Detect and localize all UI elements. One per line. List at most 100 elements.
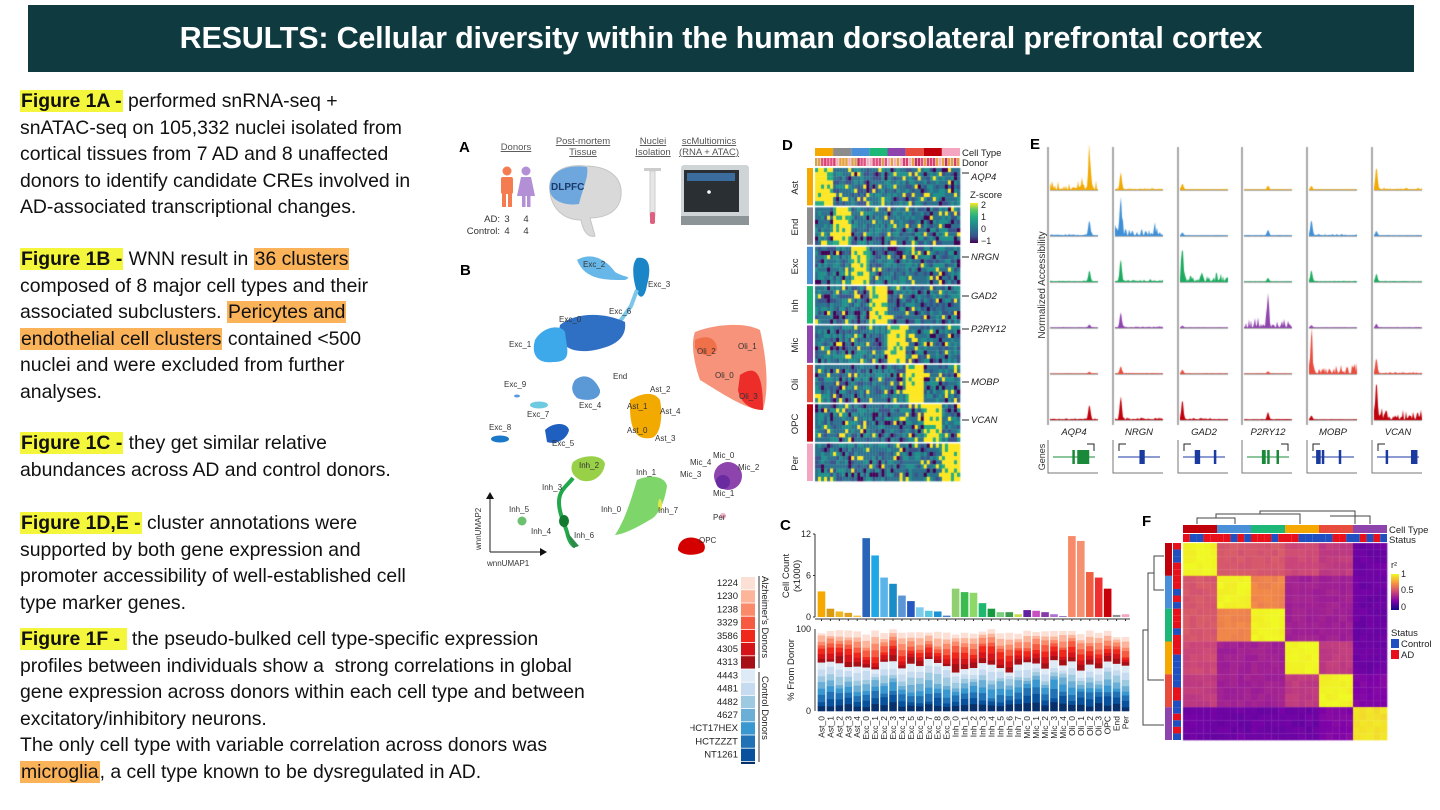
donor-segment: [1094, 638, 1103, 644]
donor-segment: [969, 679, 978, 683]
donor-segment: [853, 701, 862, 707]
cluster-label: Oli_2: [697, 347, 716, 356]
donor-segment: [1005, 685, 1014, 691]
bar-Inh_4: [987, 608, 996, 617]
donor-segment: [933, 705, 942, 712]
donor-segment: [871, 673, 879, 678]
donor-segment: [1005, 661, 1014, 668]
cluster-label: Oli_0: [715, 371, 734, 380]
donor-segment: [1094, 680, 1103, 685]
donor-segment: [969, 643, 978, 650]
donor-segment: [916, 671, 924, 679]
panel-letter: B: [460, 262, 471, 279]
x-tick-label: Inh_2: [969, 716, 979, 738]
donor-segment: [907, 641, 915, 647]
x-tick-label: Mic_4: [1058, 716, 1068, 739]
figure-1f-text: Figure 1F - the pseudo-bulked cell type-…: [20, 626, 585, 785]
text-line: cortical tissues from 7 AD and 8 unaffec…: [20, 141, 410, 168]
text-segment: they get similar relative: [123, 432, 327, 454]
donor-segment: [871, 663, 879, 668]
donor-segment: [933, 662, 942, 667]
donor-segment: [907, 657, 915, 665]
donor-segment: [862, 691, 870, 696]
x-tick-label: Exc_3: [888, 716, 898, 740]
donor-segment: [835, 676, 844, 686]
donor-segment: [1059, 656, 1067, 661]
text-line: Figure 1B - WNN result in 36 clusters: [20, 246, 368, 273]
cluster-label: Ast_1: [627, 402, 648, 411]
donor-segment: [942, 649, 951, 656]
donor-bar: [899, 158, 903, 166]
donor-segment: [835, 663, 844, 670]
donor-segment: [844, 704, 853, 712]
donor-bar: [932, 158, 936, 166]
donor-segment: [1014, 664, 1023, 671]
donor-segment: [898, 674, 906, 682]
donor-segment: [835, 693, 844, 700]
donor-segment: [1050, 643, 1058, 647]
bar-Mic_1: [1032, 610, 1040, 617]
donor-segment: [978, 637, 987, 644]
donor-segment: [1085, 706, 1094, 712]
donor-bar: [860, 158, 863, 166]
donor-segment: [969, 633, 978, 639]
donor-segment: [1014, 633, 1023, 640]
text-line: analyses.: [20, 379, 368, 406]
donor-segment: [1085, 699, 1094, 707]
donor-segment: [1023, 688, 1031, 697]
donor-segment: [1032, 687, 1040, 695]
donor-segment: [853, 657, 862, 663]
cluster-exc-3: [633, 257, 650, 297]
donor-segment: [1085, 671, 1094, 678]
donor-bar: [881, 158, 884, 166]
status-bar: [1359, 534, 1367, 542]
donor-bar: [926, 158, 930, 166]
donor-segment: [817, 635, 826, 643]
status-bar: [1173, 556, 1181, 563]
donor-segment: [1112, 642, 1121, 647]
x-tick-label: Exc_2: [879, 716, 889, 740]
donor-swatch: [741, 709, 755, 722]
donor-segment: [844, 637, 853, 641]
x-tick-label: Exc_8: [933, 716, 943, 740]
status-bar: [1173, 680, 1181, 688]
cluster-label: Mic_4: [690, 458, 712, 467]
donor-segment: [1068, 638, 1076, 642]
donor-segment: [1014, 670, 1023, 678]
donor-segment: [1050, 698, 1058, 703]
donor-segment: [880, 642, 888, 647]
donor-segment: [826, 661, 835, 668]
donor-segment: [1059, 647, 1067, 651]
donor-segment: [1068, 704, 1076, 712]
status-bar: [1173, 562, 1181, 570]
exon: [1083, 450, 1086, 464]
status-bar: [1217, 534, 1224, 542]
umap-x-label: wnnUMAP1: [486, 559, 530, 568]
donor-segment: [916, 657, 924, 661]
donor-bar: [941, 158, 945, 166]
donor-segment: [951, 634, 960, 639]
donor-segment: [1059, 641, 1067, 648]
donor-segment: [933, 666, 942, 675]
donor-segment: [960, 678, 969, 684]
donor-segment: [924, 693, 933, 702]
donor-segment: [1050, 668, 1058, 673]
donor-segment: [987, 705, 996, 712]
bar-Exc_8: [933, 611, 942, 617]
donor-segment: [862, 640, 870, 648]
x-tick-label: Exc_4: [897, 716, 907, 740]
gene-track-frame: [1177, 440, 1228, 474]
donor-segment: [1014, 704, 1023, 712]
donor-segment: [987, 646, 996, 654]
umap-clusters: [491, 256, 767, 555]
donor-segment: [916, 652, 924, 658]
donor-segment: [1059, 649, 1067, 658]
x-tick-label: Ast_0: [816, 716, 826, 738]
donor-segment: [978, 704, 987, 712]
x-tick-label: Exc_9: [942, 716, 952, 740]
x-tick-label: Inh_6: [1004, 716, 1014, 738]
bar-Oli_3: [1094, 577, 1103, 617]
exon: [1139, 450, 1142, 464]
donor-segment: [1023, 680, 1031, 685]
status-bar: [1346, 534, 1353, 542]
